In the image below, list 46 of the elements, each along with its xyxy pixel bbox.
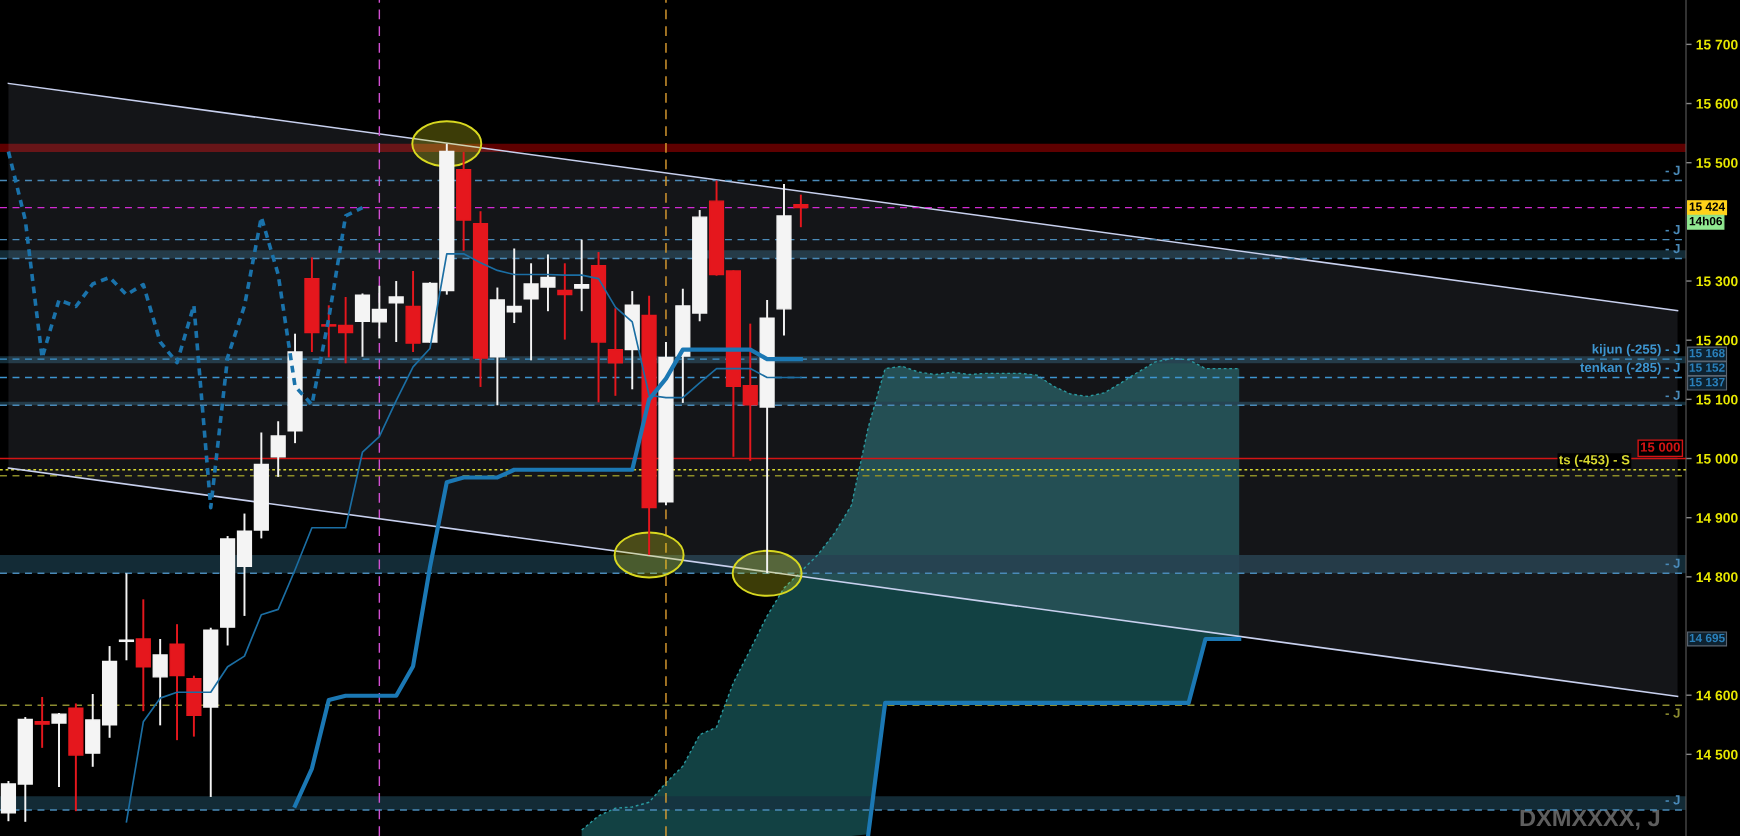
candlestick <box>270 420 286 478</box>
candlestick <box>793 193 809 229</box>
ref-line-label: - J <box>1665 390 1680 400</box>
text: DXMXXXX, J <box>1520 809 1660 830</box>
candlestick <box>742 322 758 462</box>
line-series <box>125 252 802 823</box>
y-tick-label: 15 200 <box>1696 335 1738 346</box>
candlestick <box>574 238 590 313</box>
y-tick-label: 14 900 <box>1696 513 1738 523</box>
candlestick <box>34 695 50 749</box>
candlestick <box>557 262 573 341</box>
ref-line-label: - J <box>1665 708 1680 718</box>
candlestick <box>118 572 135 662</box>
y-tick-label: 15 600 <box>1696 98 1738 109</box>
y-tick-label: 14 500 <box>1696 749 1738 760</box>
ref-line-label: ts (-453) - S <box>1558 454 1630 467</box>
line-series <box>6 149 365 510</box>
ref-line-label: - J <box>1665 165 1680 176</box>
y-tick-label: 15 300 <box>1696 276 1738 287</box>
ref-line-label: - J <box>1665 558 1680 568</box>
y-tick-label: 14 600 <box>1696 690 1738 701</box>
candlestick <box>371 284 387 340</box>
ref-line-label: kijun (-255) - J <box>1592 344 1680 357</box>
line-series <box>292 347 803 808</box>
ref-line-label: - J <box>1665 243 1680 254</box>
y-tick-label: 15 100 <box>1696 394 1738 405</box>
text: 15 137 <box>1689 377 1725 387</box>
candlestick <box>607 307 623 397</box>
candlestick <box>152 638 168 727</box>
y-tick-label: 14 800 <box>1696 572 1738 583</box>
y-tick-label: 15 700 <box>1696 39 1738 50</box>
annotation: 14 695 <box>1689 633 1725 643</box>
candlestick <box>388 280 404 343</box>
y-tick-label: 15 000 <box>1696 453 1738 464</box>
text: 15 168 <box>1689 348 1725 358</box>
ref-line-label: - J <box>1665 225 1680 235</box>
text: 14h06 <box>1689 216 1723 226</box>
y-tick-label: 15 500 <box>1696 158 1738 168</box>
ref-line-label: - J <box>1665 795 1680 805</box>
candlestick <box>506 247 522 325</box>
annotation: 15 424 <box>1689 202 1726 211</box>
ref-line-label: tenkan (-285) - J <box>1580 362 1680 375</box>
annotation: 15 152 <box>1689 363 1725 372</box>
candlestick <box>51 711 67 788</box>
ref-line-label: 15 000 <box>1640 442 1680 452</box>
candlestick <box>338 296 354 365</box>
